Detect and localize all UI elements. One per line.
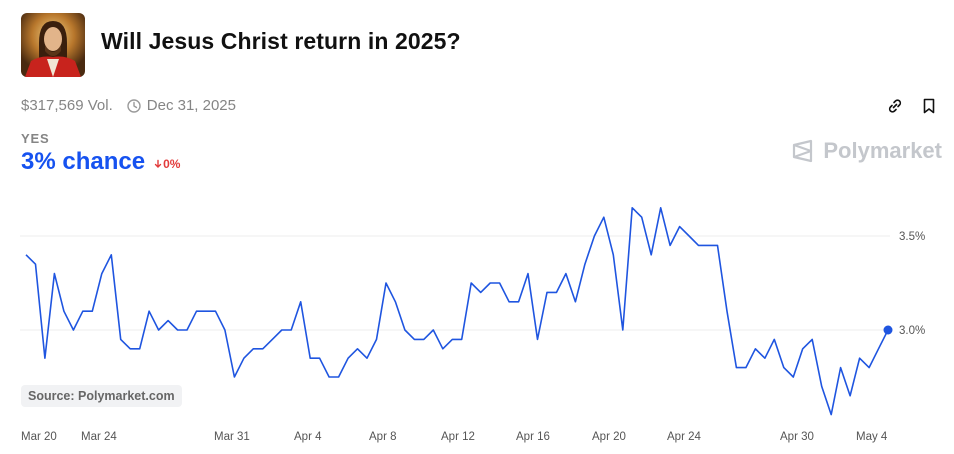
x-tick-label: Apr 8: [369, 431, 397, 443]
link-icon[interactable]: [886, 97, 904, 115]
x-tick-label: Apr 24: [667, 431, 701, 443]
end-date-text: Dec 31, 2025: [146, 97, 236, 114]
brand-logo: Polymarket: [791, 138, 942, 164]
y-tick-label: 3.0%: [899, 325, 925, 337]
x-tick-label: Mar 31: [214, 431, 250, 443]
y-tick-label: 3.5%: [899, 231, 925, 243]
change-value: 0%: [163, 157, 181, 171]
change-badge: 0%: [153, 157, 180, 171]
x-tick-label: Mar 20: [21, 431, 57, 443]
polymarket-logo-icon: [791, 139, 815, 163]
source-label: Source: Polymarket.com: [21, 385, 182, 407]
market-title: Will Jesus Christ return in 2025?: [101, 28, 461, 54]
header-actions: [886, 97, 938, 115]
x-tick-label: Apr 16: [516, 431, 550, 443]
bookmark-icon[interactable]: [920, 97, 938, 115]
outcome-label: YES: [21, 131, 50, 146]
x-axis: Mar 20 Mar 24 Mar 31 Apr 4 Apr 8 Apr 12 Apr 16…: [21, 431, 888, 443]
chance-value: 3% chance: [21, 148, 146, 175]
chart-plot: [25, 207, 893, 416]
market-meta: $317,569 Vol. Dec 31, 2025: [21, 97, 236, 114]
chart-gridlines: [20, 235, 890, 331]
volume-text: $317,569 Vol.: [21, 97, 113, 114]
arrow-down-icon: [154, 159, 162, 168]
brand-name: Polymarket: [823, 138, 942, 163]
series-line: [25, 207, 889, 416]
clock-icon: [127, 98, 141, 113]
portrait-image: [21, 13, 85, 77]
x-tick-label: Apr 20: [592, 431, 626, 443]
x-tick-label: Mar 24: [81, 431, 117, 443]
market-avatar: [21, 13, 85, 77]
last-point-marker: [883, 325, 893, 335]
x-tick-label: May 4: [856, 431, 888, 443]
x-tick-label: Apr 12: [441, 431, 475, 443]
x-tick-label: Apr 30: [780, 431, 814, 443]
y-axis: 3.0% 3.5%: [899, 231, 925, 337]
x-tick-label: Apr 4: [294, 431, 322, 443]
chance-display: 3% chance 0%: [21, 148, 180, 176]
